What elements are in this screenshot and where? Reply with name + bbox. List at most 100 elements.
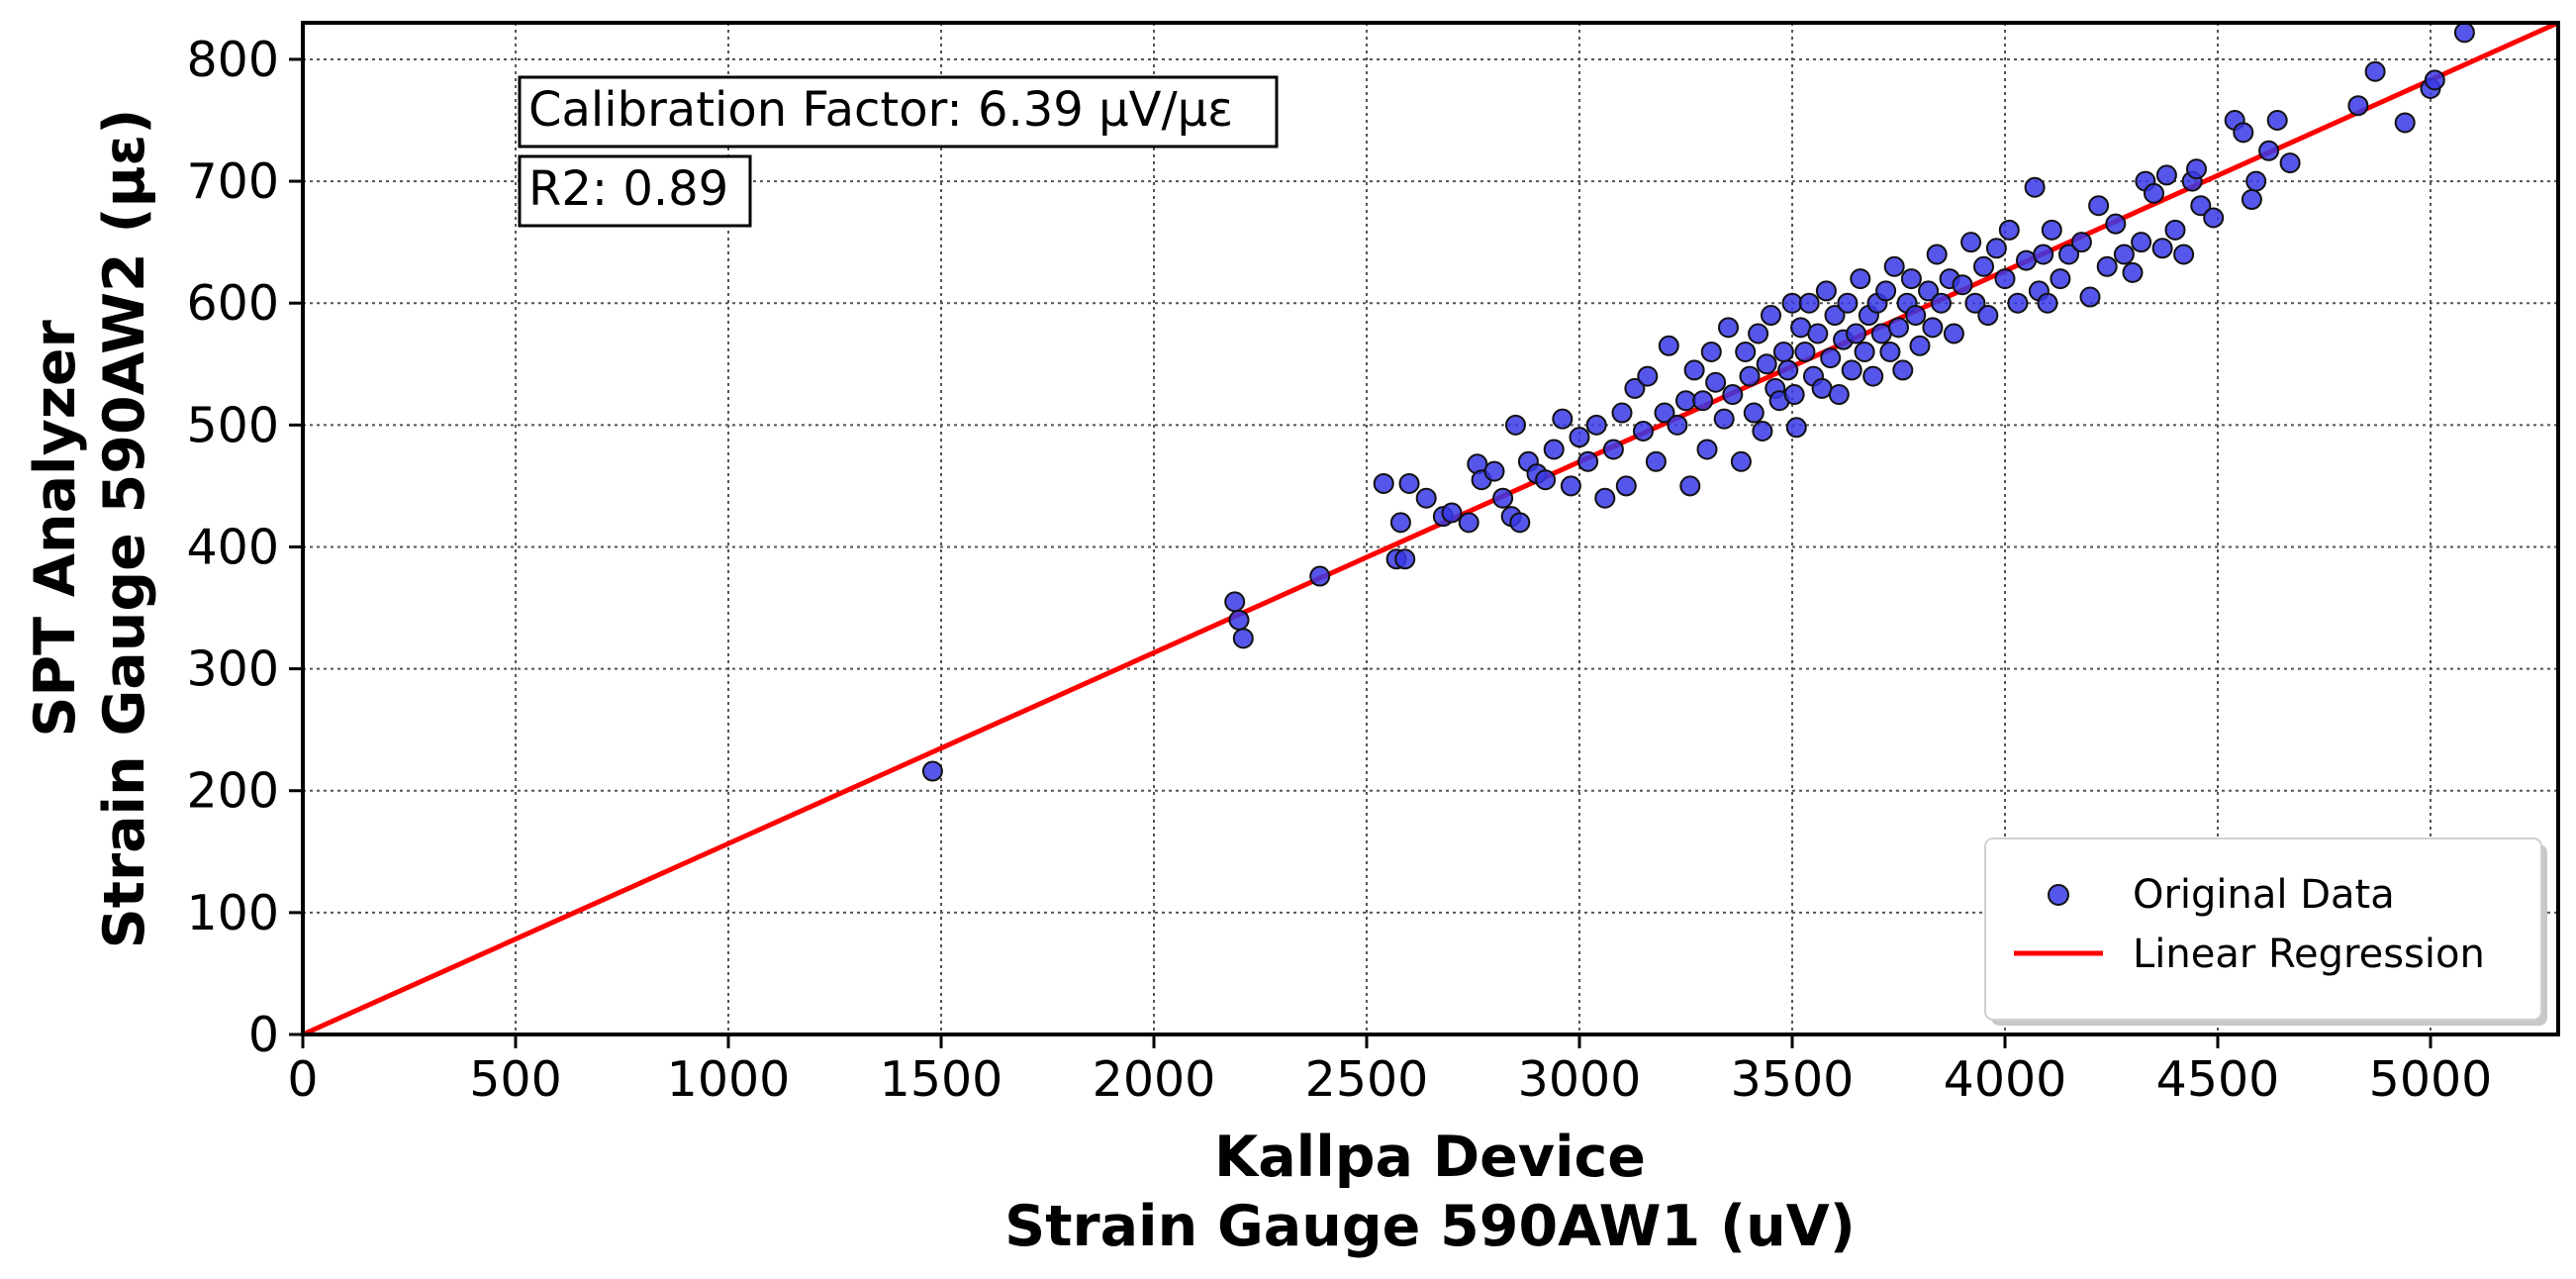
data-point [1543,439,1565,460]
data-point [1373,472,1394,494]
data-point [2131,232,2152,253]
calibration-annotation-box [518,75,1279,148]
data-point [1722,384,1744,406]
y-axis-title-line1: SPT Analyzer [23,320,88,737]
data-point [2016,249,2037,271]
data-point [2241,189,2262,211]
data-point [2394,112,2416,134]
data-point [1772,341,1794,362]
data-point [2186,158,2207,180]
y-tick-label: 300 [186,641,279,698]
r2-annotation-box [518,154,752,228]
data-point [1700,341,1722,362]
data-point [1594,487,1616,509]
data-point [2258,140,2280,161]
x-tick-label: 0 [287,1051,318,1108]
data-point [1739,365,1761,387]
y-axis-title-line2: Strain Gauge 590AW2 (με) [92,109,157,949]
data-point [1394,548,1416,570]
data-point [2266,110,2288,132]
data-point [1743,402,1765,424]
data-point [1441,502,1463,524]
data-point [1879,341,1901,362]
data-point [2070,232,2092,253]
legend: Original Data Linear Regression [1984,837,2547,1026]
data-point [2041,219,2062,241]
data-point [1228,609,1250,631]
data-point [1585,414,1607,436]
data-point [2122,261,2144,283]
data-point [2105,213,2127,235]
data-point [1964,292,1986,314]
y-tick-label: 100 [186,885,279,941]
data-point [1569,427,1590,448]
data-point [1892,359,1914,381]
data-point [1718,317,1739,339]
r2-value-text: R2: 0.89 [528,161,728,217]
data-point [1696,439,1718,460]
data-point [2364,60,2386,82]
x-tick-label: 3500 [1731,1051,1855,1108]
data-point [1675,390,1696,412]
legend-box [1984,837,2542,1021]
calibration-annotation: Calibration Factor: 6.39 μV/με [518,75,1279,148]
legend-label-original-data: Original Data [2133,872,2395,918]
data-point [2190,195,2212,217]
data-point [1998,219,2020,241]
data-point [1807,323,1829,344]
data-point [2033,244,2054,265]
data-point [1458,512,1479,534]
data-point [1683,359,1705,381]
data-point [1624,377,1646,399]
x-tick-label: 500 [469,1051,562,1108]
x-tick-label: 1500 [880,1051,1003,1108]
data-point [2279,152,2301,174]
x-tick-label: 3000 [1518,1051,1642,1108]
data-point [1798,292,1820,314]
data-point [2245,170,2267,192]
data-point [1943,323,1964,344]
data-point [1705,371,1727,393]
data-point [1883,255,1905,277]
regression-line [301,20,2560,1037]
data-point [2050,268,2071,290]
data-point [2079,286,2101,308]
data-point [1973,255,1994,277]
y-tick-label: 500 [186,397,279,453]
data-point [1309,565,1331,587]
regression-line-layer [301,20,2560,1037]
data-point [1535,469,1557,491]
data-point [1837,292,1859,314]
data-point [2007,292,2029,314]
x-axis-title-line1: Kallpa Device [1214,1125,1646,1190]
y-tick-label: 400 [186,519,279,575]
data-point [2203,207,2225,229]
data-point [2173,244,2195,265]
data-point [1952,274,1973,296]
r2-annotation: R2: 0.89 [518,154,752,228]
legend-marker-original-data [2048,884,2069,906]
data-point [2151,238,2173,259]
data-point [1552,408,1574,430]
y-tick-label: 700 [186,153,279,210]
data-point [1875,280,1897,302]
data-point [1815,280,1837,302]
data-point [1824,305,1846,327]
data-point [1918,280,1940,302]
data-point [1862,365,1884,387]
data-point [1841,359,1862,381]
data-point [1637,365,1659,387]
data-point [1398,472,1420,494]
data-point [1232,628,1254,649]
data-point [1783,384,1805,406]
calibration-factor-text: Calibration Factor: 6.39 μV/με [528,82,1233,138]
x-tick-label: 4500 [2156,1051,2280,1108]
data-point [1735,341,1757,362]
data-point [2037,292,2058,314]
data-point [1846,323,1866,344]
data-point [1611,402,1633,424]
data-point [2424,69,2445,91]
data-point [1224,591,1246,613]
data-point [2155,164,2177,186]
